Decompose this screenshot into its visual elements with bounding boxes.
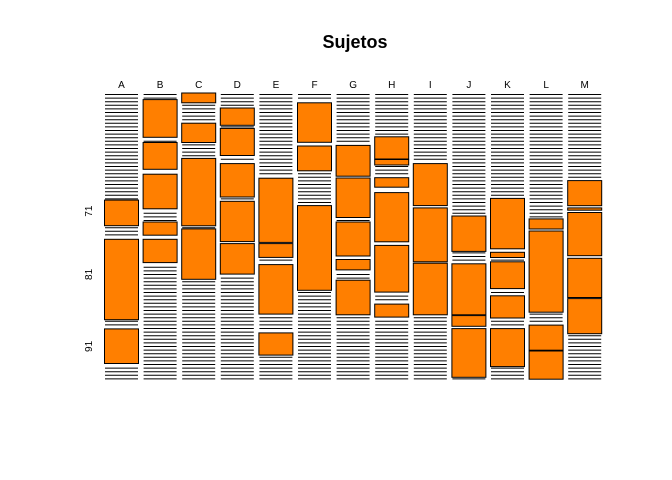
mosaic-tile-m xyxy=(567,180,603,207)
mosaic-tile-d xyxy=(219,127,255,156)
mosaic-tile-b xyxy=(142,238,178,264)
mosaic-tile-j xyxy=(451,215,487,252)
mosaic-tile-b xyxy=(142,173,178,210)
mosaic-tile-c xyxy=(181,228,217,280)
mosaic-tile-a xyxy=(104,238,139,321)
column-label-e: E xyxy=(273,80,280,91)
row-label-71: 71 xyxy=(84,205,95,217)
mosaic-tile-i xyxy=(412,163,448,207)
mosaic-tile-d xyxy=(219,200,255,243)
column-labels: A B C D E F G H I J K L M xyxy=(118,80,589,91)
row-label-81: 81 xyxy=(84,268,95,280)
chart-title: Sujetos xyxy=(322,32,387,52)
mosaic-tile-b xyxy=(142,221,178,236)
mosaic-tile-l xyxy=(528,350,564,380)
mosaic-tile-j xyxy=(451,328,487,378)
mosaic-tile-e xyxy=(258,332,294,356)
mosaic-tile-e xyxy=(258,264,294,315)
mosaic-tile-a xyxy=(104,328,139,364)
column-label-g: G xyxy=(349,80,357,91)
mosaic-tile-f xyxy=(297,102,332,143)
row-label-91: 91 xyxy=(84,340,95,352)
mosaic-tile-k xyxy=(490,328,525,368)
column-label-d: D xyxy=(234,80,241,91)
mosaic-tile-e xyxy=(258,243,294,258)
mosaic-tile-c xyxy=(181,122,217,143)
mosaic-tile-h xyxy=(374,177,410,188)
mosaic-tile-a xyxy=(104,199,139,227)
mosaic-tile-k xyxy=(490,251,525,259)
column-label-b: B xyxy=(157,80,164,91)
mosaic-tile-d xyxy=(219,107,255,126)
mosaic-tile-g xyxy=(335,259,371,271)
mosaic-tile-k xyxy=(490,197,525,250)
mosaic-tile-j xyxy=(451,315,487,327)
empty-cell-dashes xyxy=(105,94,602,380)
mosaic-tile-i xyxy=(412,207,448,263)
mosaic-tile-f xyxy=(297,145,332,172)
column-label-m: M xyxy=(581,80,589,91)
mosaic-tile-b xyxy=(142,99,178,138)
mosaic-tile-h xyxy=(374,159,410,166)
mosaic-tile-h xyxy=(374,136,410,160)
mosaic-tile-d xyxy=(219,163,255,198)
mosaic-tile-m xyxy=(567,207,603,211)
mosaic-tile-b xyxy=(142,142,178,170)
mosaic-tile-m xyxy=(567,257,603,298)
mosaic-tile-g xyxy=(335,279,371,316)
mosaic-tile-c xyxy=(181,92,217,104)
mosaic-tile-l xyxy=(528,230,564,313)
mosaic-tile-e xyxy=(258,177,294,243)
mosaic-tile-g xyxy=(335,221,371,257)
column-label-f: F xyxy=(311,80,317,91)
mosaic-tile-l xyxy=(528,218,564,230)
mosaic-tile-d xyxy=(219,243,255,275)
mosaic-tile-c xyxy=(181,157,217,227)
column-label-i: I xyxy=(429,80,432,91)
mosaic-tile-h xyxy=(374,303,410,318)
column-label-k: K xyxy=(504,80,511,91)
mosaic-tile-f xyxy=(297,205,332,291)
mosaic-tile-g xyxy=(335,177,371,218)
column-label-l: L xyxy=(543,80,549,91)
column-label-h: H xyxy=(388,80,395,91)
column-label-j: J xyxy=(466,80,471,91)
row-labels: 71 81 91 xyxy=(84,205,95,352)
mosaic-tile-m xyxy=(567,212,603,257)
mosaic-tiles xyxy=(104,92,603,380)
mosaic-tile-k xyxy=(490,295,525,319)
mosaic-tile-h xyxy=(374,244,410,293)
mosaic-tile-l xyxy=(528,324,564,351)
mosaic-tile-k xyxy=(490,261,525,290)
column-label-a: A xyxy=(118,80,125,91)
mosaic-tile-g xyxy=(335,144,371,177)
mosaic-tile-i xyxy=(412,262,448,316)
column-label-c: C xyxy=(195,80,202,91)
mosaic-tile-j xyxy=(451,263,487,316)
mosaic-tile-m xyxy=(567,298,603,335)
mosaic-tile-h xyxy=(374,192,410,243)
